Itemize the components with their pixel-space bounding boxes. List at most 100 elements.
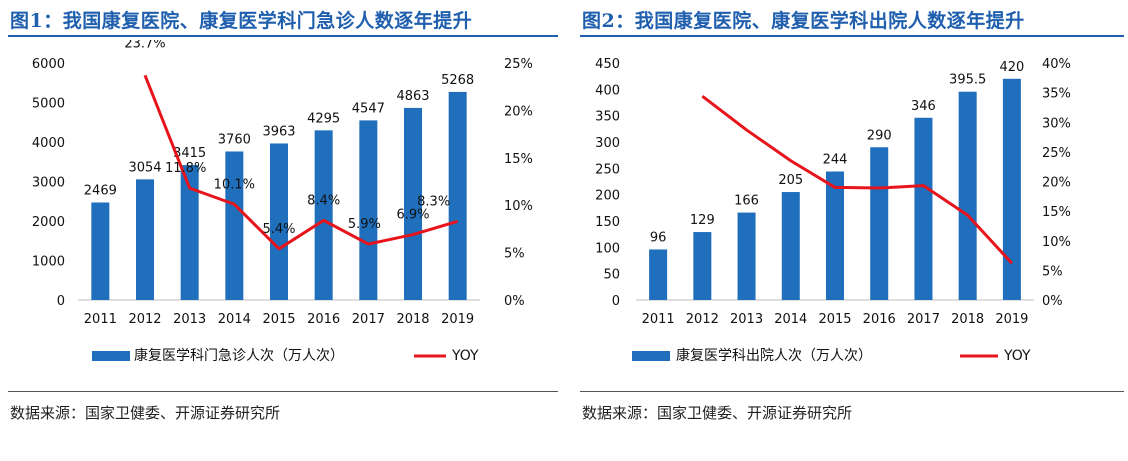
bar-data-label: 420 xyxy=(999,60,1024,75)
bar xyxy=(180,165,199,300)
bar-data-label: 3054 xyxy=(128,160,161,175)
x-axis-tick-label: 2016 xyxy=(863,312,896,327)
bar xyxy=(649,249,668,300)
y2-axis-tick-label: 10% xyxy=(1042,235,1071,250)
y2-axis-tick-label: 5% xyxy=(504,247,525,262)
x-axis-tick-label: 2017 xyxy=(352,312,385,327)
x-axis-tick-label: 2011 xyxy=(642,312,675,327)
x-axis-tick-label: 2017 xyxy=(907,312,940,327)
y-axis-tick-label: 300 xyxy=(595,136,620,151)
figure-1-bottom-rule xyxy=(8,391,558,392)
bar xyxy=(693,232,712,300)
bar xyxy=(958,91,977,300)
y-axis-tick-label: 450 xyxy=(595,57,620,72)
bar xyxy=(781,192,800,300)
legend-bar-label: 康复医学科门急诊人次（万人次） xyxy=(134,347,344,364)
y2-axis-tick-label: 25% xyxy=(504,57,533,72)
bar xyxy=(826,171,844,300)
x-axis-tick-label: 2019 xyxy=(441,312,474,327)
y-axis-tick-label: 50 xyxy=(603,268,620,283)
y2-axis-tick-label: 15% xyxy=(504,152,533,167)
bar xyxy=(91,202,110,300)
x-axis-tick-label: 2011 xyxy=(84,312,117,327)
y2-axis-tick-label: 35% xyxy=(1042,87,1071,102)
bar-data-label: 395.5 xyxy=(949,73,986,88)
x-axis-tick-label: 2018 xyxy=(951,312,984,327)
bar xyxy=(314,130,333,300)
figure-2-panel: 图2：我国康复医院、康复医学科出院人数逐年提升 0 50 100 150 200 250 3… xyxy=(572,0,1128,461)
x-axis-tick-label: 2014 xyxy=(218,312,251,327)
x-axis-tick-label: 2019 xyxy=(995,312,1028,327)
y-axis-tick-label: 1000 xyxy=(32,255,65,270)
yoy-data-label: 5.9% xyxy=(348,217,381,232)
y2-axis-tick-label: 10% xyxy=(504,199,533,214)
y2-axis-tick-label: 20% xyxy=(504,104,533,119)
x-axis-tick-label: 2013 xyxy=(173,312,206,327)
bar xyxy=(359,120,378,301)
yoy-data-label: 8.4% xyxy=(307,193,340,208)
bar-data-label: 166 xyxy=(734,194,759,209)
x-axis-tick-label: 2012 xyxy=(128,312,161,327)
y2-axis-tick-label: 30% xyxy=(1042,116,1071,131)
bar xyxy=(870,147,889,300)
bar-data-label: 346 xyxy=(911,99,936,114)
legend-bar-swatch xyxy=(632,351,670,361)
bar-data-label: 4295 xyxy=(307,111,340,126)
yoy-line xyxy=(143,74,459,251)
y2-axis-tick-label: 40% xyxy=(1042,57,1071,72)
figure-1-chart: 0 1000 2000 3000 4000 5000 6000 0% 5% 10% 15% 20% 25… xyxy=(32,40,533,364)
x-axis-tick-label: 2014 xyxy=(774,312,807,327)
y-axis-tick-label: 400 xyxy=(595,83,620,98)
figure-1-source: 数据来源：国家卫健委、开源证券研究所 xyxy=(10,404,281,422)
figure-1-top-rule xyxy=(8,35,558,37)
bar-data-label: 3963 xyxy=(262,124,295,139)
yoy-data-label: 23.7% xyxy=(124,40,165,51)
legend-line-label: YOY xyxy=(1003,348,1031,364)
bar xyxy=(737,212,756,300)
y2-axis-tick-label: 15% xyxy=(1042,205,1071,220)
bar-data-label: 2469 xyxy=(84,183,117,198)
y-axis-tick-label: 200 xyxy=(595,189,620,204)
figure-2-source: 数据来源：国家卫健委、开源证券研究所 xyxy=(582,404,853,422)
bar-data-label: 290 xyxy=(867,128,892,143)
bar xyxy=(914,117,933,300)
figure-2-bottom-rule xyxy=(580,391,1124,392)
x-axis-tick-label: 2016 xyxy=(307,312,340,327)
bar-data-label: 129 xyxy=(690,213,715,228)
bar-data-label: 244 xyxy=(823,152,848,167)
bar-data-label: 5268 xyxy=(441,73,474,88)
bar-data-label: 96 xyxy=(650,230,667,245)
bar xyxy=(404,107,422,300)
bar xyxy=(136,179,154,300)
legend-bar-swatch xyxy=(92,351,130,361)
bar-data-label: 4547 xyxy=(352,101,385,116)
y-axis-tick-label: 3000 xyxy=(32,176,65,191)
y-axis-tick-label: 6000 xyxy=(32,57,65,72)
figure-2-title: 图2：我国康复医院、康复医学科出院人数逐年提升 xyxy=(582,10,1025,32)
y-axis-tick-label: 0 xyxy=(612,294,620,309)
yoy-line xyxy=(701,94,1013,265)
figure-1-title: 图1：我国康复医院、康复医学科门急诊人数逐年提升 xyxy=(10,10,473,32)
yoy-data-label: 8.3% xyxy=(417,194,450,209)
bar-data-label: 3760 xyxy=(218,132,251,147)
figure-2-chart: 0 50 100 150 200 250 300 350 400 450 0% 5% 10% 15% 20%… xyxy=(595,57,1071,364)
y2-axis-tick-label: 0% xyxy=(1042,294,1063,309)
y-axis-tick-label: 100 xyxy=(595,241,620,256)
x-axis-tick-label: 2018 xyxy=(396,312,429,327)
y-axis-tick-label: 250 xyxy=(595,162,620,177)
bar-data-label: 3415 xyxy=(173,146,206,161)
figure-1-panel: 图1：我国康复医院、康复医学科门急诊人数逐年提升 0 1000 2000 3000 40… xyxy=(0,0,562,461)
x-axis-tick-label: 2015 xyxy=(262,312,295,327)
y-axis-tick-label: 350 xyxy=(595,110,620,125)
yoy-data-label: 11.8% xyxy=(165,161,206,176)
y-axis-tick-label: 150 xyxy=(595,215,620,230)
yoy-data-label: 5.4% xyxy=(262,222,295,237)
y-axis-tick-label: 0 xyxy=(57,294,65,309)
yoy-data-label: 10.1% xyxy=(214,177,255,192)
bar xyxy=(448,91,467,300)
legend-line-label: YOY xyxy=(451,348,479,364)
y2-axis-tick-label: 25% xyxy=(1042,146,1071,161)
yoy-data-label: 6.9% xyxy=(396,208,429,223)
y-axis-tick-label: 4000 xyxy=(32,136,65,151)
bar-data-label: 205 xyxy=(778,173,803,188)
